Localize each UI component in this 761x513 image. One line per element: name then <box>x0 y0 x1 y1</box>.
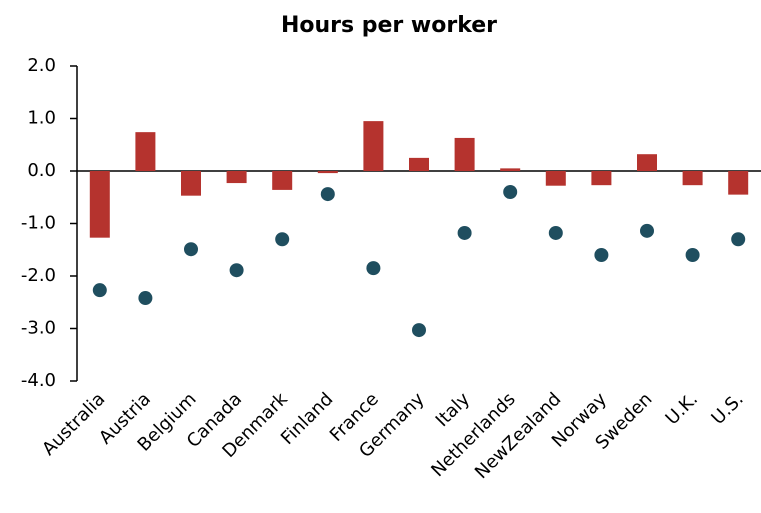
bar <box>682 171 703 186</box>
y-tick-label: -1.0 <box>21 213 56 234</box>
dot <box>184 242 198 257</box>
y-tick-label: -3.0 <box>21 318 56 339</box>
chart-title: Hours per worker <box>281 13 497 38</box>
bar <box>181 171 201 196</box>
bar <box>637 154 657 171</box>
bar <box>272 171 293 190</box>
x-tick-label: U.K. <box>662 389 703 430</box>
y-tick-label: 1.0 <box>27 108 56 129</box>
dot <box>685 248 700 262</box>
bar <box>409 157 429 171</box>
bar <box>500 168 521 171</box>
dot <box>320 187 335 202</box>
dot <box>731 232 746 247</box>
x-tick-label: U.S. <box>707 389 747 429</box>
dot <box>366 261 381 276</box>
x-tick-label: Finland <box>277 389 337 449</box>
y-tick-label: -4.0 <box>21 370 56 391</box>
dot <box>548 225 563 240</box>
y-tick-label: -2.0 <box>21 265 56 286</box>
dot <box>229 263 244 278</box>
bar <box>454 137 475 171</box>
bar <box>135 132 156 171</box>
dot <box>457 225 472 240</box>
y-tick-label: 2.0 <box>27 55 56 76</box>
bar <box>363 121 384 171</box>
dot <box>412 323 426 338</box>
dot <box>640 223 654 238</box>
bar <box>89 171 110 238</box>
bar <box>317 171 338 174</box>
dot <box>275 232 290 247</box>
bar <box>728 171 749 195</box>
bar <box>226 171 247 184</box>
dot <box>503 185 518 199</box>
dot <box>594 248 609 262</box>
y-tick-label: 0.0 <box>27 160 56 181</box>
dot <box>138 291 153 306</box>
dot <box>92 283 107 298</box>
bar <box>591 171 612 186</box>
x-tick-label: Australia <box>38 389 109 460</box>
bar <box>545 171 566 186</box>
